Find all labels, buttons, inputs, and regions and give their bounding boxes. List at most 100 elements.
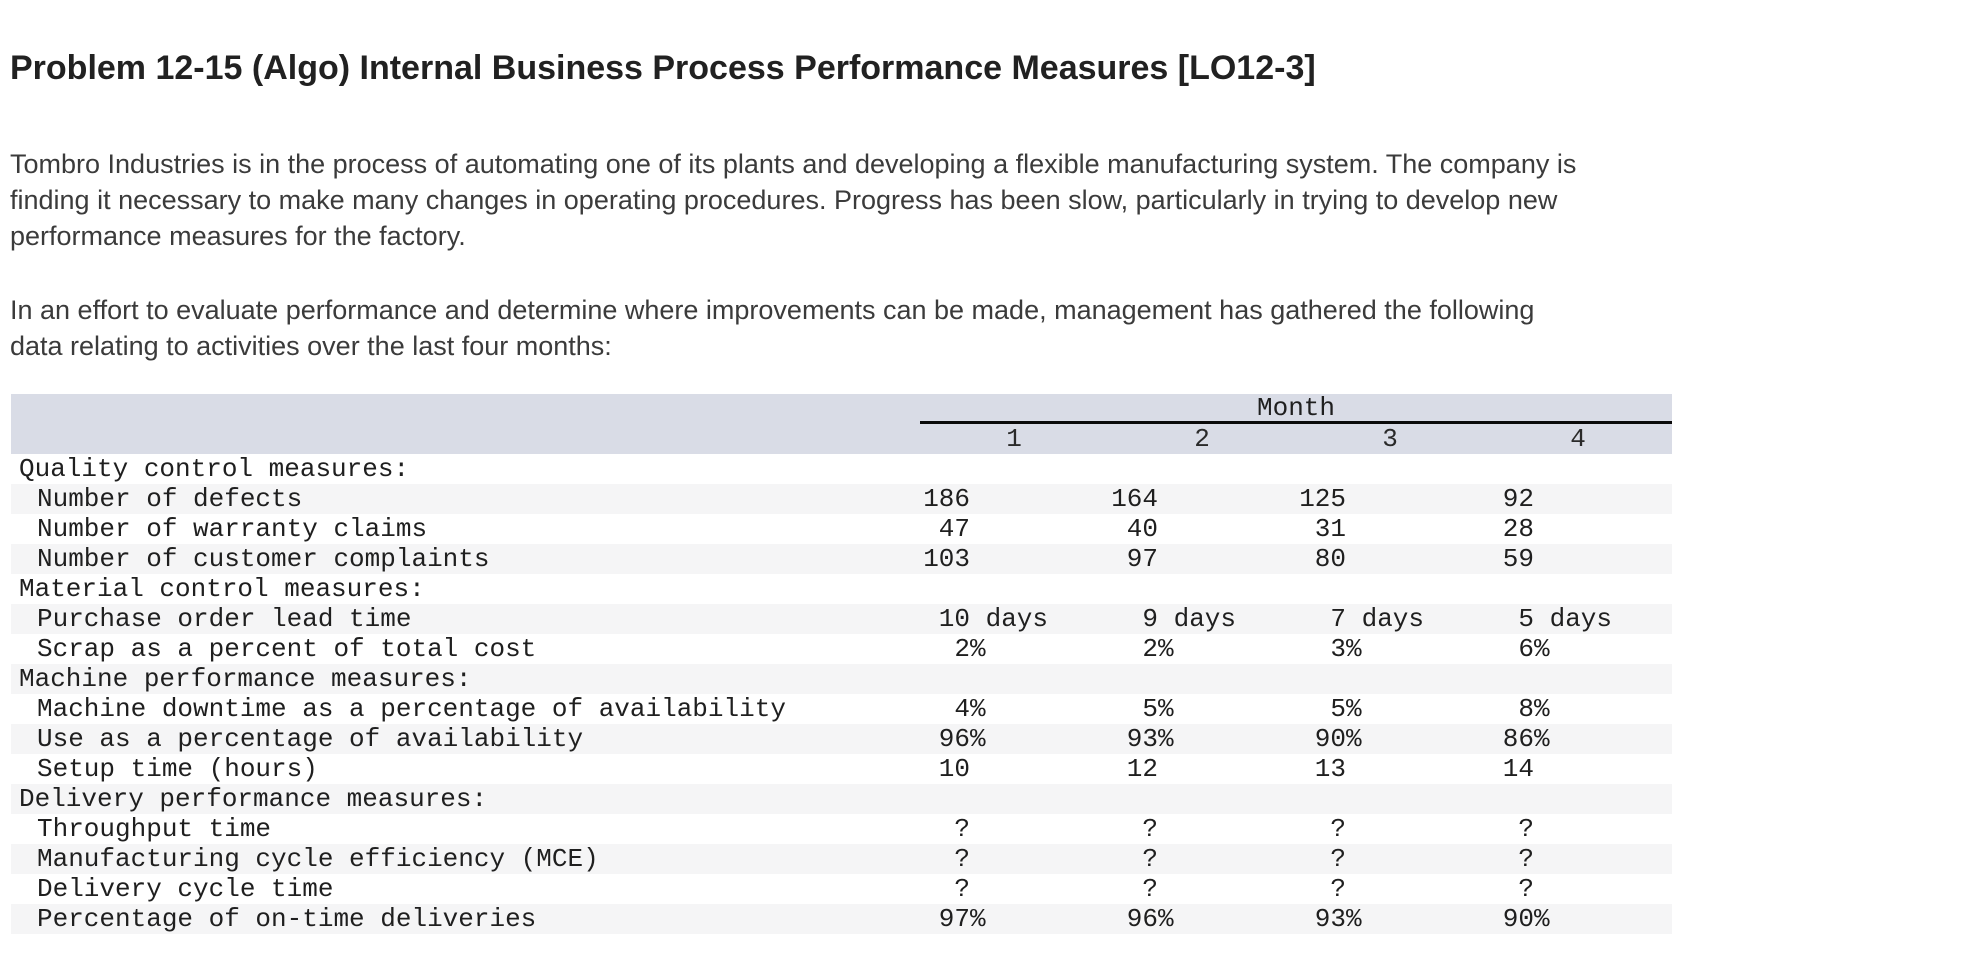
cell-number: ? (1330, 814, 1346, 844)
cell-number: 164 (1111, 484, 1158, 514)
month-value-cell: 59 (1484, 544, 1672, 574)
month-value-cell: 13 (1296, 754, 1484, 784)
cell-unit (1158, 814, 1296, 844)
cell-unit: % (1346, 904, 1362, 934)
cell-unit (1158, 874, 1296, 904)
intro-paragraph: Tombro Industries is in the process of a… (10, 149, 1577, 251)
month-value-cell: ? (1108, 844, 1296, 874)
month-value-cell: 40 (1108, 514, 1296, 544)
cell-number: ? (1330, 874, 1346, 904)
month-value-cell: 9 days (1108, 604, 1296, 634)
cell-number: 6 (1518, 634, 1534, 664)
month-value-cell: 96% (1108, 904, 1296, 934)
cell-unit (1158, 754, 1296, 784)
cell-unit (970, 874, 1108, 904)
cell-unit: % (1534, 724, 1550, 754)
problem-page: Problem 12-15 (Algo) Internal Business P… (10, 49, 1672, 934)
cell-number: 47 (938, 514, 970, 544)
row-label: Machine downtime as a percentage of avai… (37, 694, 786, 724)
cell-number: 59 (1502, 544, 1534, 574)
table-row: Number of customer complaints 103 97 80 59 (11, 544, 1672, 574)
cell-unit: days (1158, 604, 1237, 634)
table-row: Machine downtime as a percentage of avai… (11, 694, 1672, 724)
cell-unit (1346, 514, 1484, 544)
row-label: Manufacturing cycle efficiency (MCE) (37, 844, 599, 874)
cell-unit (1534, 484, 1672, 514)
cell-unit (1534, 874, 1672, 904)
cell-number: 13 (1314, 754, 1346, 784)
cell-number: 97 (938, 904, 970, 934)
cell-unit (1534, 544, 1672, 574)
cell-number: ? (1142, 844, 1158, 874)
month-value-cell: 6% (1484, 634, 1672, 664)
cell-number: ? (1142, 874, 1158, 904)
cell-number: 90 (1314, 724, 1346, 754)
month-column-header: 3 (1382, 424, 1398, 454)
cell-number: 96 (1126, 904, 1158, 934)
cell-number: 7 (1330, 604, 1346, 634)
cell-number: 8 (1518, 694, 1534, 724)
cell-number: ? (1330, 844, 1346, 874)
month-number-row: 1 2 3 4 (11, 424, 1672, 454)
month-value-cell: 97% (920, 904, 1108, 934)
row-label: Material control measures: (19, 574, 425, 604)
table-row: Percentage of on-time deliveries 97% 96% 93… (11, 904, 1672, 934)
cell-unit (1534, 814, 1672, 844)
month-value-cell: ? (1484, 844, 1672, 874)
cell-number: 2 (1142, 634, 1158, 664)
cell-unit (1158, 514, 1296, 544)
cell-number: 14 (1502, 754, 1534, 784)
month-header-label: Month (1256, 392, 1335, 423)
table-row: Purchase order lead time 10 days 9 days 7 d… (11, 604, 1672, 634)
month-value-cell: 8% (1484, 694, 1672, 724)
month-value-cell: ? (1108, 814, 1296, 844)
cell-unit: % (1534, 904, 1550, 934)
month-header: Month (920, 392, 1672, 424)
cell-number: ? (954, 844, 970, 874)
cell-unit (970, 544, 1108, 574)
month-value-cell: 93% (1296, 904, 1484, 934)
month-value-cell: 5% (1296, 694, 1484, 724)
table-row: Throughput time???? (11, 814, 1672, 844)
cell-unit: days (1346, 604, 1425, 634)
month-value-cell: 86% (1484, 724, 1672, 754)
cell-number: 12 (1126, 754, 1158, 784)
row-label: Number of defects (37, 484, 303, 514)
month-value-cell: 96% (920, 724, 1108, 754)
row-label: Delivery cycle time (37, 874, 334, 904)
cell-unit (1346, 814, 1484, 844)
cell-unit (970, 514, 1108, 544)
table-header: Month 1 2 3 4 (11, 392, 1672, 454)
cell-unit: % (970, 724, 986, 754)
cell-number: 4 (954, 694, 970, 724)
cell-unit (970, 484, 1108, 514)
row-label: Delivery performance measures: (19, 784, 488, 814)
row-label: Scrap as a percent of total cost (37, 634, 537, 664)
month-value-cell: 47 (920, 514, 1108, 544)
cell-number: 86 (1502, 724, 1534, 754)
month-value-cell: ? (920, 814, 1108, 844)
row-label: Use as a percentage of availability (37, 724, 584, 754)
month-column-header: 1 (1006, 424, 1022, 454)
month-value-cell: ? (1296, 874, 1484, 904)
table-row: Number of defects 186 164 125 92 (11, 484, 1672, 514)
month-value-cell: ? (1296, 814, 1484, 844)
row-label: Number of customer complaints (37, 544, 490, 574)
month-header-row: Month (11, 392, 1672, 424)
cell-number: ? (1142, 814, 1158, 844)
table-row: Number of warranty claims 47 40 31 28 (11, 514, 1672, 544)
cell-unit (970, 844, 1108, 874)
cell-unit: % (1346, 634, 1362, 664)
cell-unit: % (1158, 634, 1174, 664)
cell-number: 28 (1502, 514, 1534, 544)
cell-unit (1346, 544, 1484, 574)
cell-unit (1346, 844, 1484, 874)
cell-unit (1534, 844, 1672, 874)
cell-number: 31 (1314, 514, 1346, 544)
cell-unit (1346, 874, 1484, 904)
cell-number: 80 (1314, 544, 1346, 574)
table-row: Delivery performance measures: (11, 784, 1672, 814)
month-value-cell: ? (1296, 844, 1484, 874)
cell-unit (1158, 844, 1296, 874)
month-value-cell: 2% (1108, 634, 1296, 664)
